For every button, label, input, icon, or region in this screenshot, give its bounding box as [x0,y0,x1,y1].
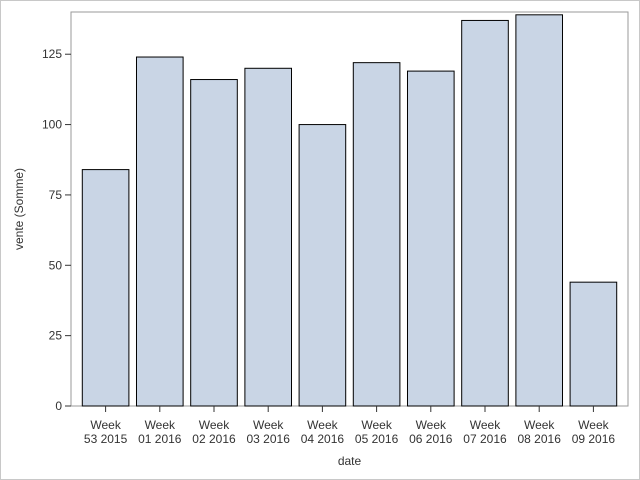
bar [244,67,293,407]
bar [190,79,238,407]
x-axis-title: date [338,454,362,468]
x-tick-label: 01 2016 [138,432,182,446]
x-tick-label: 08 2016 [518,432,562,446]
x-tick-label: Week [307,418,338,432]
x-tick-label: 05 2016 [355,432,399,446]
plot-area [70,11,629,407]
y-tick-label: 50 [49,258,63,272]
y-tick-label: 125 [42,47,62,61]
x-tick-label: Week [361,418,392,432]
x-tick-label: Week [253,418,284,432]
x-tick-label: Week [145,418,176,432]
x-tick-label: Week [199,418,230,432]
bar [461,19,509,407]
x-tick-label: Week [524,418,555,432]
bar [298,124,347,407]
x-tick-label: Week [90,418,121,432]
bars [81,14,618,407]
x-tick-label: Week [578,418,609,432]
bar [515,14,564,407]
x-tick-label: 53 2015 [84,432,128,446]
x-tick-label: 03 2016 [247,432,291,446]
x-tick-label: Week [470,418,501,432]
plot-border [70,11,629,407]
x-tick-label: Week [416,418,447,432]
bar [81,169,130,407]
bar [352,62,401,407]
y-axis: 0 25 50 75 100 125 [42,47,71,413]
bar [569,281,618,407]
x-tick-label: 02 2016 [192,432,236,446]
x-tick-label: 06 2016 [409,432,453,446]
x-tick-label: 04 2016 [301,432,345,446]
bar [406,70,455,407]
y-tick-label: 25 [49,329,63,343]
x-tick-label: 09 2016 [572,432,616,446]
bar [135,56,184,407]
x-tick-label: 07 2016 [463,432,507,446]
y-tick-label: 100 [42,118,62,132]
y-tick-label: 75 [49,188,63,202]
y-tick-label: 0 [55,399,62,413]
y-axis-title: vente (Somme) [12,168,26,250]
